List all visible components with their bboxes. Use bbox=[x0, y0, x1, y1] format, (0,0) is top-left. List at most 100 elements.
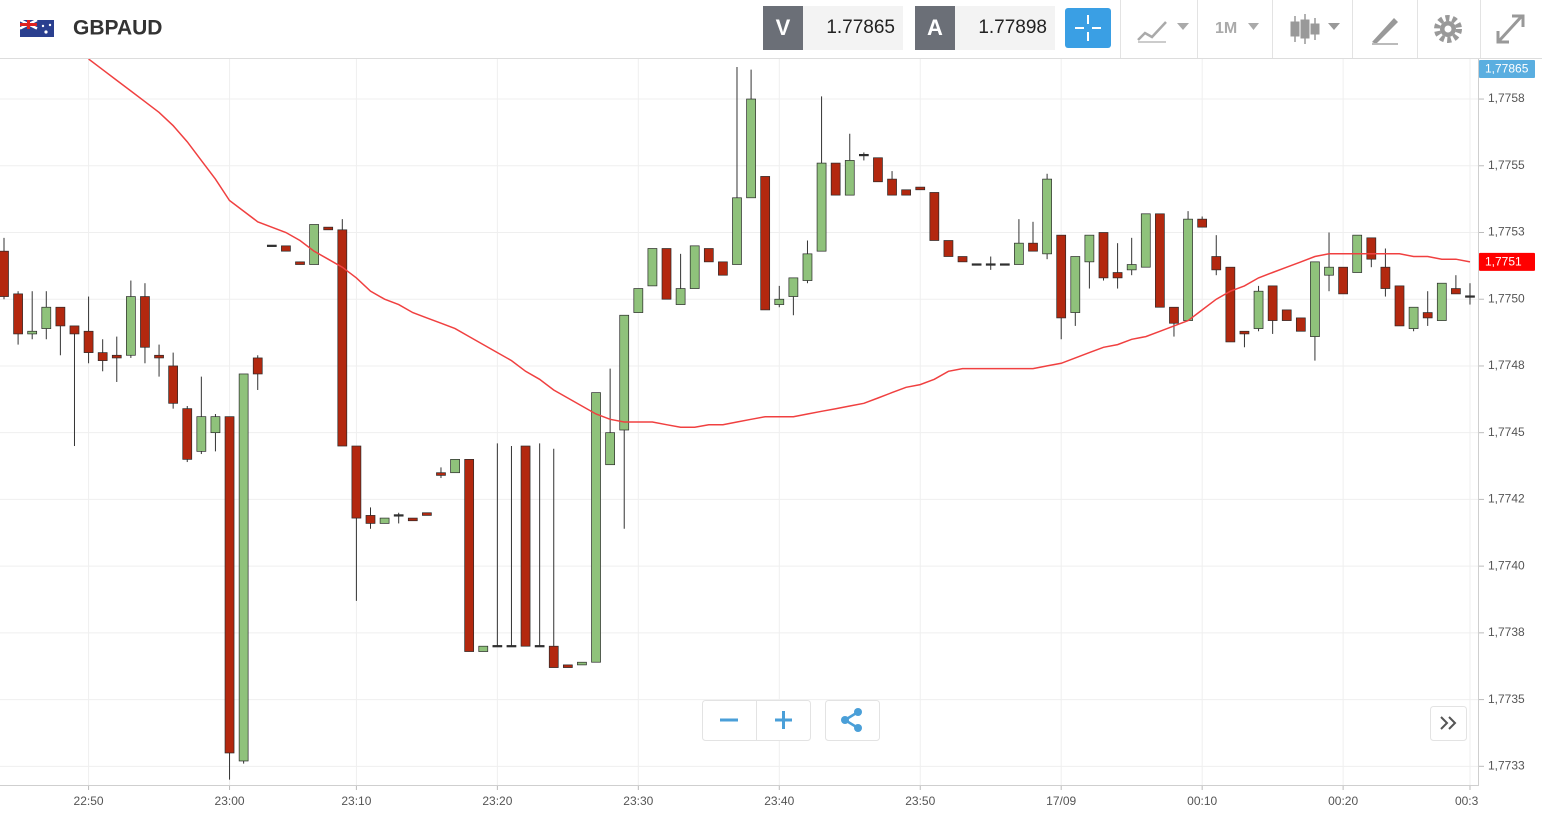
candle-body bbox=[238, 373, 249, 762]
candle-body bbox=[450, 459, 460, 474]
candle-body bbox=[252, 357, 263, 375]
candle-body bbox=[111, 354, 122, 359]
candle-body bbox=[393, 514, 404, 517]
candle-body bbox=[1394, 285, 1405, 327]
share-button[interactable] bbox=[825, 700, 880, 741]
zoom-in[interactable] bbox=[775, 711, 792, 729]
candle-body bbox=[732, 197, 742, 265]
candle-body bbox=[1310, 261, 1320, 337]
bid-value-box[interactable] bbox=[803, 6, 903, 50]
settings-button[interactable] bbox=[1434, 15, 1462, 43]
candle-body bbox=[746, 98, 756, 199]
candle-body bbox=[464, 459, 475, 652]
symbol: GBPAUD bbox=[73, 17, 162, 40]
price-tag bbox=[1479, 252, 1535, 271]
candle-body bbox=[1408, 306, 1419, 329]
candle-body bbox=[1366, 237, 1377, 260]
candle-body bbox=[1225, 266, 1236, 343]
candle-body bbox=[661, 248, 672, 300]
ask-value: 1.77898 bbox=[978, 17, 1047, 38]
candle-body bbox=[718, 261, 728, 276]
scroll-end-button[interactable] bbox=[1430, 706, 1467, 741]
bid-value: 1.77865 bbox=[826, 17, 895, 38]
candle-body bbox=[675, 288, 686, 305]
candle-body bbox=[506, 645, 517, 648]
candle-body bbox=[971, 263, 982, 266]
y-tick-label: 1,7742 bbox=[1488, 492, 1525, 506]
x-tick-label: 17/09 bbox=[1046, 794, 1076, 808]
candle-style-button[interactable] bbox=[1290, 14, 1340, 44]
bid-label: V bbox=[776, 15, 791, 40]
candle-body bbox=[1183, 218, 1193, 321]
draw-button[interactable] bbox=[1372, 18, 1398, 45]
candle-body bbox=[309, 224, 319, 265]
candle-body bbox=[281, 245, 291, 252]
candle-body bbox=[436, 472, 446, 476]
candle-body bbox=[295, 261, 305, 265]
candle-body bbox=[830, 162, 841, 196]
price-tag-label: 1,77865 bbox=[1485, 62, 1529, 76]
x-tick-label: 23:30 bbox=[623, 794, 653, 808]
x-tick-label: 00:30 bbox=[1455, 794, 1485, 808]
candle-body bbox=[224, 416, 235, 754]
candle-body bbox=[97, 352, 108, 361]
candle-body bbox=[887, 178, 897, 196]
x-tick-label: 00:20 bbox=[1328, 794, 1358, 808]
fullscreen-button[interactable] bbox=[1496, 14, 1525, 44]
candle-body bbox=[1436, 282, 1447, 321]
candle-body bbox=[1028, 242, 1038, 252]
y-tick-label: 1,7758 bbox=[1488, 91, 1525, 105]
timeframe-button[interactable]: 1M bbox=[1215, 20, 1259, 37]
candle-body bbox=[422, 512, 432, 516]
y-tick-label: 1,7738 bbox=[1488, 625, 1525, 639]
candle-body bbox=[562, 664, 573, 668]
candle-body bbox=[154, 354, 164, 359]
candle-body bbox=[957, 256, 968, 263]
candle-body bbox=[647, 248, 658, 287]
candle-body bbox=[1098, 232, 1109, 279]
candle-body bbox=[323, 226, 334, 231]
ask-value-box[interactable] bbox=[955, 6, 1055, 50]
candle-body bbox=[1070, 256, 1081, 313]
candle-body bbox=[1042, 178, 1052, 255]
candle-body bbox=[520, 445, 531, 647]
price-tag-label: 1,7751 bbox=[1485, 255, 1522, 269]
candle-body bbox=[901, 189, 911, 196]
candle-body bbox=[1112, 272, 1123, 279]
x-tick-label: 22:50 bbox=[74, 794, 104, 808]
candle-body bbox=[816, 162, 827, 252]
candle-body bbox=[351, 445, 362, 519]
candle-body bbox=[365, 515, 376, 524]
candle-body bbox=[41, 306, 52, 329]
candle-body bbox=[196, 416, 207, 452]
candle-body bbox=[689, 245, 700, 289]
candle-body bbox=[69, 325, 80, 335]
ask-box bbox=[915, 6, 955, 50]
candle-body bbox=[633, 288, 644, 313]
candle-body bbox=[873, 157, 883, 183]
candle-body bbox=[1056, 234, 1067, 319]
candle-body bbox=[1140, 213, 1151, 268]
y-tick-label: 1,7753 bbox=[1488, 225, 1525, 239]
candle-body bbox=[1338, 266, 1348, 295]
candle-body bbox=[379, 517, 390, 524]
candle-body bbox=[492, 645, 503, 648]
crosshair-button[interactable] bbox=[1065, 8, 1111, 48]
candle-body bbox=[140, 296, 150, 348]
chart-type-button[interactable] bbox=[1137, 21, 1189, 43]
x-axis: 22:50 23:00 23:10 23:20 23:30 23:40 23:50 17/09… bbox=[74, 786, 1485, 808]
candle-body bbox=[1465, 295, 1475, 298]
candle-body bbox=[1211, 256, 1222, 271]
x-tick-label: 23:20 bbox=[482, 794, 512, 808]
x-tick-label: 23:50 bbox=[905, 794, 935, 808]
candle-body bbox=[182, 408, 193, 460]
zoom-controls bbox=[702, 700, 811, 741]
y-tick-label: 1,7750 bbox=[1488, 291, 1525, 305]
axes: 1,7758 1,7755 1,7753 1,7750 1,7748 1,7745 1,77… bbox=[74, 60, 1535, 808]
candle-body bbox=[337, 229, 348, 447]
y-tick-label: 1,7733 bbox=[1488, 758, 1525, 772]
candle-body bbox=[1014, 242, 1024, 265]
candle-body bbox=[943, 240, 954, 257]
separators bbox=[1120, 0, 1481, 58]
